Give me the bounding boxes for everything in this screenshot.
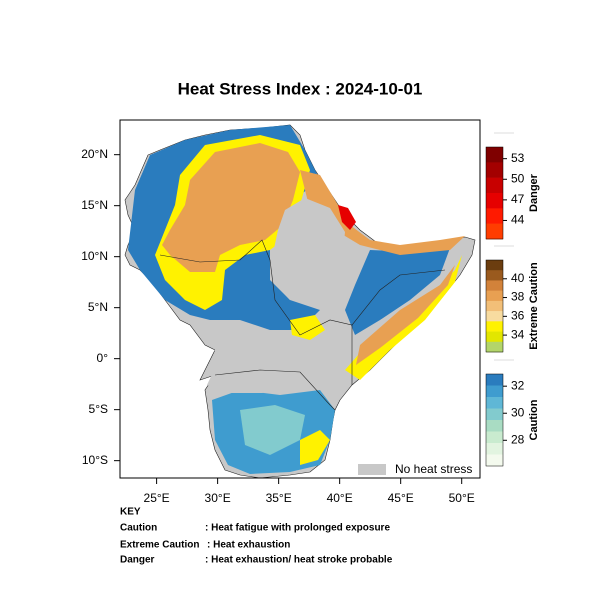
colorbar-bin <box>486 341 503 353</box>
x-tick-label: 40°E <box>327 491 353 505</box>
y-tick-label: 15°N <box>81 198 108 212</box>
colorbar-bin <box>486 300 503 312</box>
x-tick-label: 45°E <box>388 491 414 505</box>
colorbar-tick-label: 50 <box>511 171 525 185</box>
colorbar-bin <box>486 223 503 240</box>
caution-zone <box>240 405 305 455</box>
colorbar-bin <box>486 454 503 467</box>
colorbar-bin <box>486 397 503 409</box>
y-tick-label: 0° <box>97 351 109 365</box>
y-tick-label: 5°N <box>88 300 108 314</box>
x-tick-label: 30°E <box>205 491 231 505</box>
x-tick-label: 25°E <box>144 491 170 505</box>
map-frame <box>119 119 481 479</box>
colorbar-bin <box>486 321 503 332</box>
colorbar-bin <box>486 420 503 432</box>
colorbar-bin <box>486 408 503 421</box>
colorbar-tick-label: 44 <box>511 213 525 227</box>
key-level: Danger <box>120 555 155 566</box>
caution-zone <box>345 248 450 335</box>
colorbar-frame <box>485 146 504 240</box>
colorbar-bin <box>486 374 503 386</box>
colorbar-bin <box>486 431 503 444</box>
colorbar-bin <box>486 177 503 194</box>
colorbar-tick-label: 28 <box>511 432 525 446</box>
key-description: : Heat exhaustion/ heat stroke probable <box>205 555 393 566</box>
colorbar-bin <box>486 260 503 271</box>
colorbar-bin <box>486 331 503 343</box>
key-description: : Heat exhaustion <box>207 540 290 551</box>
colorbar-bin <box>486 290 503 302</box>
colorbar-label: Extreme Caution <box>528 262 540 350</box>
colorbar-bin <box>486 385 503 398</box>
colorbar-bin <box>486 443 503 455</box>
extreme-zone <box>300 430 330 465</box>
y-tick-label: 5°S <box>89 402 108 416</box>
extreme-zone <box>162 143 300 272</box>
x-tick-label: 50°E <box>449 491 475 505</box>
key-level: Extreme Caution <box>120 540 199 551</box>
key-title: KEY <box>120 507 141 518</box>
colorbar-tick-label: 30 <box>511 405 525 419</box>
colorbar-tick-label: 34 <box>511 327 525 341</box>
key-level: Caution <box>120 523 157 534</box>
colorbar-bin <box>486 208 503 224</box>
title: Heat Stress Index : 2024-10-01 <box>178 79 423 98</box>
colorbar-tick-label: 40 <box>511 271 525 285</box>
colorbar-frame <box>485 373 504 467</box>
colorbar-label: Danger <box>528 173 540 212</box>
y-tick-label: 20°N <box>81 147 108 161</box>
colorbar-bin <box>486 193 503 209</box>
colorbar-tick-label: 36 <box>511 308 525 322</box>
extreme-zone <box>356 265 455 365</box>
colorbar-frame <box>485 259 504 353</box>
colorbar-bin <box>486 280 503 291</box>
map-area <box>124 124 476 479</box>
danger-zone <box>338 205 356 230</box>
border <box>214 369 336 411</box>
colorbar-tick-label: 38 <box>511 290 525 304</box>
colorbar-bin <box>486 162 503 178</box>
legend-swatch <box>358 464 386 475</box>
colorbar-label: Caution <box>528 399 540 440</box>
colorbar-tick-label: 32 <box>511 378 525 392</box>
legend-label: No heat stress <box>395 462 472 476</box>
no-stress-zone <box>207 338 318 393</box>
colorbar-bin <box>486 270 503 281</box>
colorbar-bin <box>486 311 503 322</box>
border <box>159 239 446 336</box>
colorbar-bin <box>486 147 503 163</box>
no-stress-zone <box>272 198 345 300</box>
x-tick-label: 35°E <box>266 491 292 505</box>
y-tick-label: 10°S <box>82 453 108 467</box>
colorbar-tick-label: 53 <box>511 151 525 165</box>
key-description: : Heat fatigue with prolonged exposure <box>205 523 390 534</box>
colorbar-tick-label: 47 <box>511 192 525 206</box>
y-tick-label: 10°N <box>81 249 108 263</box>
